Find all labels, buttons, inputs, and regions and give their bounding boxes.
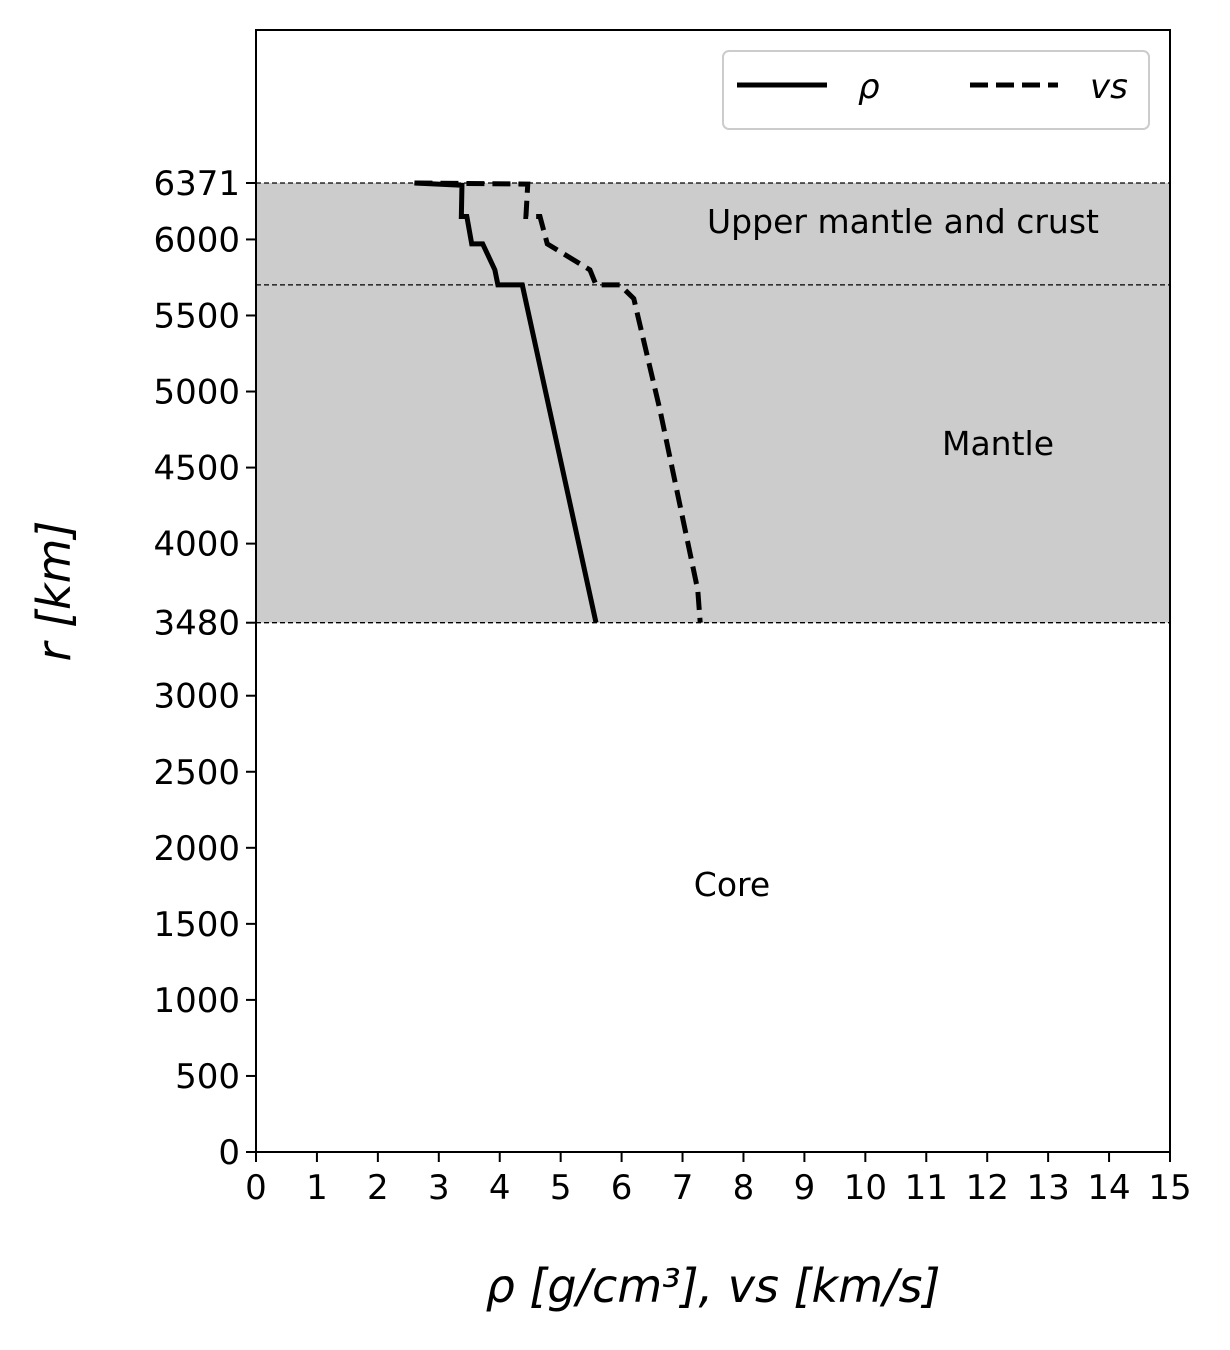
x-tick-label: 14 — [1087, 1168, 1130, 1208]
x-tick-label: 6 — [611, 1168, 633, 1208]
region-band — [256, 183, 1170, 285]
y-tick-label: 4000 — [153, 525, 240, 565]
legend-vs-label: vs — [1090, 67, 1128, 107]
x-tick-label: 11 — [905, 1168, 948, 1208]
y-tick-label: 500 — [175, 1057, 240, 1097]
y-tick-label: 3000 — [153, 677, 240, 717]
y-tick-label: 3480 — [153, 604, 240, 644]
y-tick-label: 6371 — [153, 164, 240, 204]
x-tick-label: 8 — [733, 1168, 755, 1208]
y-axis-label: r [km] — [27, 521, 81, 662]
x-tick-label: 9 — [794, 1168, 816, 1208]
y-tick-label: 5000 — [153, 373, 240, 413]
y-tick-label: 4500 — [153, 449, 240, 489]
region-label: Mantle — [942, 424, 1054, 463]
x-tick-label: 12 — [966, 1168, 1009, 1208]
y-tick-label: 1000 — [153, 981, 240, 1021]
series-line-rho — [414, 180, 599, 624]
x-tick-label: 1 — [306, 1168, 328, 1208]
x-tick-label: 5 — [550, 1168, 572, 1208]
x-axis-label: ρ [g/cm³], vs [km/s] — [486, 1259, 941, 1313]
legend-rho-label: ρ — [858, 67, 880, 107]
region-label: Upper mantle and crust — [707, 202, 1099, 241]
y-tick-label: 1500 — [153, 905, 240, 945]
x-tick-label: 7 — [672, 1168, 694, 1208]
series-line-vs — [414, 180, 703, 623]
x-tick-label: 4 — [489, 1168, 511, 1208]
y-tick-label: 2000 — [153, 829, 240, 869]
legend: ρ vs — [722, 50, 1150, 130]
y-tick-label: 2500 — [153, 753, 240, 793]
x-tick-label: 2 — [367, 1168, 389, 1208]
region-band — [256, 284, 1170, 623]
y-tick-label: 0 — [218, 1133, 240, 1173]
region-label: Core — [694, 865, 770, 904]
y-tick-label: 5500 — [153, 296, 240, 336]
x-tick-label: 0 — [245, 1168, 267, 1208]
x-tick-label: 15 — [1148, 1168, 1191, 1208]
x-tick-label: 10 — [844, 1168, 887, 1208]
plot-frame — [255, 29, 1171, 1153]
y-tick-label: 6000 — [153, 220, 240, 260]
x-tick-label: 13 — [1027, 1168, 1070, 1208]
x-tick-label: 3 — [428, 1168, 450, 1208]
